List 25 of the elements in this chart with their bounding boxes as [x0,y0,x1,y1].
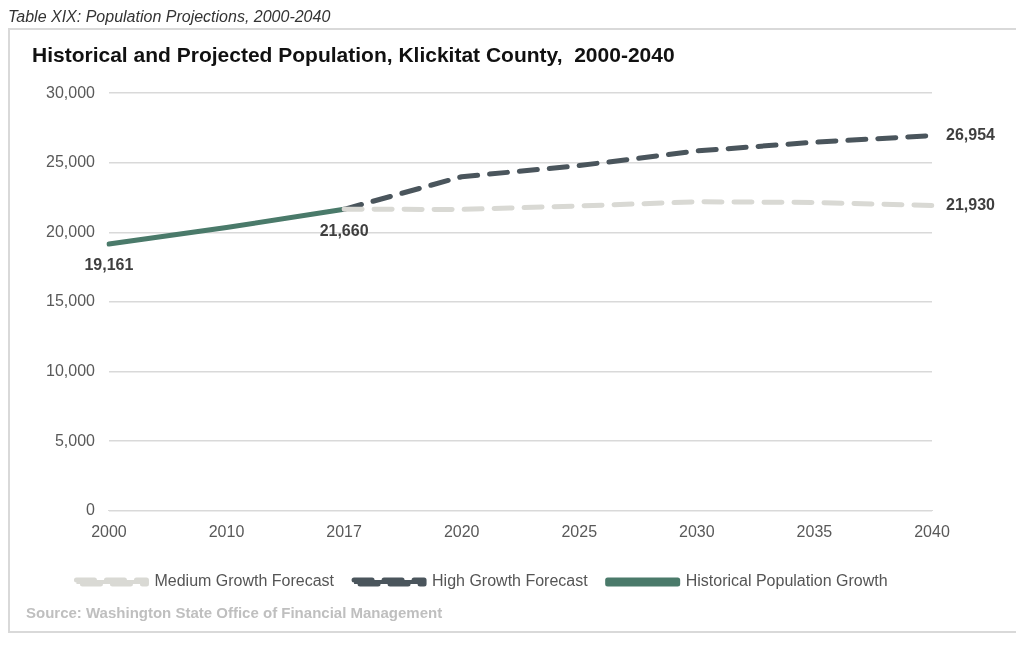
x-tick-label: 2017 [326,522,362,540]
x-tick-label: 2040 [914,522,950,540]
legend-label: High Growth Forecast [432,572,589,590]
data-label: 26,954 [946,126,996,144]
legend-label: Historical Population Growth [685,572,888,590]
legend-label: Medium Growth Forecast [154,572,335,590]
x-tick-label: 2030 [679,522,715,540]
y-tick-label: 0 [86,501,96,519]
y-tick-label: 20,000 [46,222,96,240]
y-tick-label: 5,000 [54,431,96,449]
source-note: Source: Washington State Office of Financial Management [25,603,444,623]
data-label: 21,930 [946,195,996,213]
x-tick-label: 2010 [208,522,245,540]
y-tick-label: 15,000 [46,292,96,310]
chart-title: Historical and Projected Population, Klickitat County, 2000-2040 [32,43,675,67]
x-tick-label: 2025 [561,522,598,540]
y-tick-label: 25,000 [46,153,96,171]
x-tick-label: 2035 [796,522,833,540]
y-tick-label: 10,000 [46,362,96,380]
x-tick-label: 2020 [443,522,480,540]
x-tick-label: 2000 [91,522,127,540]
y-tick-label: 30,000 [46,83,96,101]
data-label: 19,161 [84,256,134,274]
text: Table XIX: Population Projections, 2000-2040 [8,8,332,27]
data-label: 21,660 [319,221,369,239]
